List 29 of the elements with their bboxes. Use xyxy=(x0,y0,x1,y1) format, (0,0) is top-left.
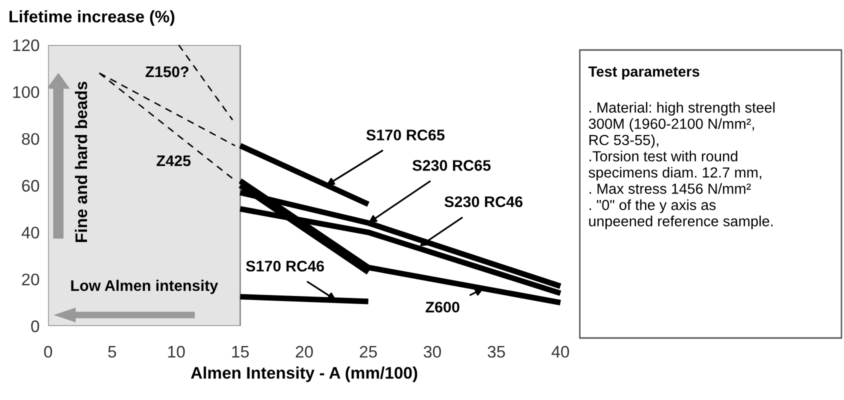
x-tick-label: 0 xyxy=(44,346,52,358)
annotation: S230 RC46 xyxy=(444,196,523,208)
y-tick-label: 0 xyxy=(31,320,40,332)
x-tick-label: 10 xyxy=(168,346,185,358)
y-axis-title: Lifetime increase (%) xyxy=(10,10,174,26)
y-tick-label: 80 xyxy=(22,133,40,145)
x-tick-label: 25 xyxy=(360,346,377,358)
y-tick-label: 100 xyxy=(13,86,40,98)
x-tick-label: 40 xyxy=(552,346,570,358)
annotation: Z150? xyxy=(146,66,188,78)
annotation: Low Almen intensity xyxy=(71,280,218,294)
annotation: S170 RC46 xyxy=(246,260,324,272)
annotation: Z425 xyxy=(156,155,191,166)
x-tick-label: 35 xyxy=(488,346,505,358)
x-tick-label: 30 xyxy=(424,346,441,358)
y-tick-label: 60 xyxy=(22,180,40,192)
y-tick-label: 20 xyxy=(22,274,40,286)
annotation: S170 RC65 xyxy=(366,130,445,140)
text: Test parameters xyxy=(588,66,700,80)
y-tick-label: 40 xyxy=(22,226,40,239)
y-tick-label: 120 xyxy=(13,39,40,52)
x-axis-title: Almen Intensity - A (mm/100) xyxy=(190,366,418,382)
text: . Material: high strength steel 300M (1960-2100 N/mm², RC 53-55), .Torsion test with round specimens diam. 12.7 mm, . Max stress 1456 N/mm² . "0" of the y axis as unpeened reference sample. xyxy=(588,102,775,230)
annotation: S230 RC65 xyxy=(412,160,491,171)
x-tick-label: 15 xyxy=(232,346,249,358)
annotation: Fine and hard beads xyxy=(74,82,88,242)
x-tick-label: 20 xyxy=(296,346,313,358)
x-tick-label: 5 xyxy=(108,346,116,358)
annotation: Z600 xyxy=(426,302,460,313)
